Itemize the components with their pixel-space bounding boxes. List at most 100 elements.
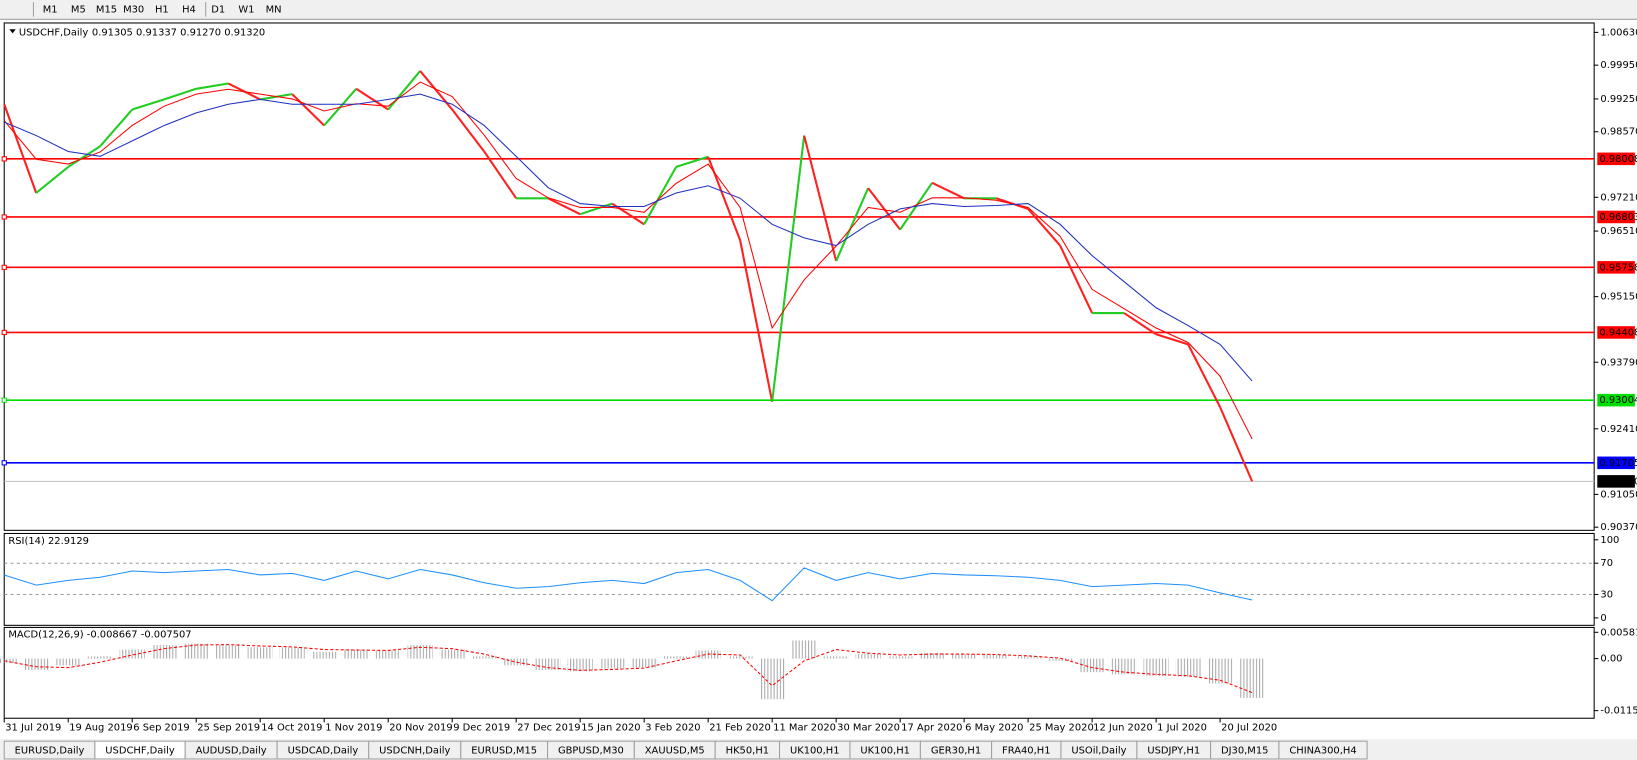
macd-bar (1143, 658, 1169, 676)
tab[interactable]: USDJPY,H1 (1147, 746, 1200, 757)
moving-average (3, 81, 1253, 440)
timeframe-button[interactable]: M30 (123, 4, 144, 15)
x-tick-label: 20 Jul 2020 (1221, 723, 1277, 734)
macd-bar (855, 654, 881, 659)
tab[interactable]: FRA40,H1 (1002, 746, 1050, 757)
price-segment (196, 82, 229, 90)
tab[interactable]: UK100,H1 (790, 746, 840, 757)
tab[interactable]: EURUSD,M15 (471, 746, 537, 757)
timeframe-button[interactable]: MN (266, 4, 282, 15)
macd-bar (87, 656, 113, 659)
macd-bar (1207, 658, 1233, 684)
macd-bar (119, 649, 145, 659)
tab-frame (1278, 740, 1368, 760)
level-label: 0.93004 (1599, 395, 1637, 406)
macd-bar (1015, 656, 1041, 659)
macd-bar (567, 658, 593, 672)
level-label-bg (1597, 456, 1635, 470)
macd-bar (535, 658, 561, 670)
macd-bar (503, 658, 529, 666)
symbol-title: USDCHF,Daily (19, 27, 89, 38)
macd-bar (471, 656, 497, 659)
timeframe-button[interactable]: H4 (182, 4, 196, 15)
x-tick-label: 14 Oct 2019 (261, 723, 322, 734)
tab[interactable]: GBPUSD,M30 (558, 746, 624, 757)
macd-bar (151, 645, 177, 659)
y-tick-label: 0.005818 (1600, 627, 1637, 638)
x-tick-label: 3 Feb 2020 (645, 723, 700, 734)
price-segment (547, 197, 581, 216)
macd-bar (599, 658, 625, 669)
y-tick-label: 0 (1600, 613, 1606, 624)
level-label: 0.95758 (1599, 262, 1637, 273)
x-tick-label: 25 Sep 2019 (197, 723, 260, 734)
macd-bar (983, 654, 1009, 659)
x-tick-label: 1 Nov 2019 (325, 723, 382, 734)
macd-bar (279, 647, 305, 659)
level-label: 0.91320 (1599, 476, 1637, 487)
tab[interactable]: USOil,Daily (1071, 746, 1126, 757)
macd-bar (759, 658, 785, 700)
price-segment (675, 155, 709, 168)
x-tick-label: 17 Apr 2020 (901, 723, 962, 734)
macd-bar (919, 653, 945, 659)
timeframe-button[interactable]: H1 (155, 4, 169, 15)
price-panel (3, 22, 1595, 531)
tab[interactable]: UK100,H1 (860, 746, 910, 757)
timeframe-button[interactable]: M5 (71, 4, 86, 15)
toolbar (0, 0, 1637, 19)
timeframe-button[interactable]: W1 (238, 4, 254, 15)
y-tick-label: -0.011514 (1600, 706, 1637, 717)
tab[interactable]: USDCAD,Daily (288, 746, 359, 757)
macd-bar (183, 643, 209, 659)
tab[interactable]: AUDUSD,Daily (196, 746, 267, 757)
x-tick-label: 25 May 2020 (1029, 723, 1094, 734)
timeframe-button[interactable]: D1 (211, 4, 225, 15)
macd-bar (1111, 658, 1137, 675)
level-label-bg (1597, 261, 1635, 274)
macd-bar (343, 649, 369, 659)
tab[interactable]: USDCHF,Daily (105, 746, 175, 757)
timeframe-button[interactable]: M1 (43, 4, 58, 15)
price-segment (1187, 343, 1222, 408)
macd-bar (439, 649, 465, 659)
macd-bar (375, 650, 401, 659)
tab[interactable]: USDCNH,Daily (379, 746, 450, 757)
price-segment (867, 187, 901, 231)
x-tick-label: 20 Nov 2019 (389, 723, 452, 734)
level-label: 0.91705 (1599, 458, 1637, 469)
tab[interactable]: XAUUSD,M5 (645, 746, 705, 757)
timeframe-button[interactable]: M15 (96, 4, 117, 15)
price-segment (163, 87, 197, 101)
macd-bar (215, 645, 241, 659)
y-tick-label: 70 (1600, 558, 1613, 569)
rsi-line (4, 567, 1253, 602)
x-tick-label: 19 Aug 2019 (69, 723, 132, 734)
x-tick-label: 6 Sep 2019 (133, 723, 189, 734)
tab[interactable]: GER30,H1 (931, 746, 981, 757)
x-tick-label: 11 Mar 2020 (773, 723, 836, 734)
collapse-arrow (9, 29, 16, 34)
price-segment (451, 108, 486, 153)
price-segment (291, 93, 325, 127)
level-label-bg (1597, 475, 1635, 488)
level-handle (1, 397, 7, 403)
tab[interactable]: HK50,H1 (726, 746, 769, 757)
price-segment (67, 145, 101, 168)
level-label: 0.96803 (1599, 212, 1637, 223)
price-segment (419, 70, 453, 111)
tab[interactable]: DJ30,M15 (1221, 746, 1268, 757)
macd-bar (55, 658, 81, 666)
macd-bar (631, 658, 657, 668)
macd-bar (1079, 658, 1105, 673)
macd-bar (791, 640, 817, 659)
tab[interactable]: CHINA300,H4 (1289, 746, 1356, 757)
tab[interactable]: EURUSD,Daily (15, 746, 85, 757)
moving-average (4, 93, 1253, 382)
